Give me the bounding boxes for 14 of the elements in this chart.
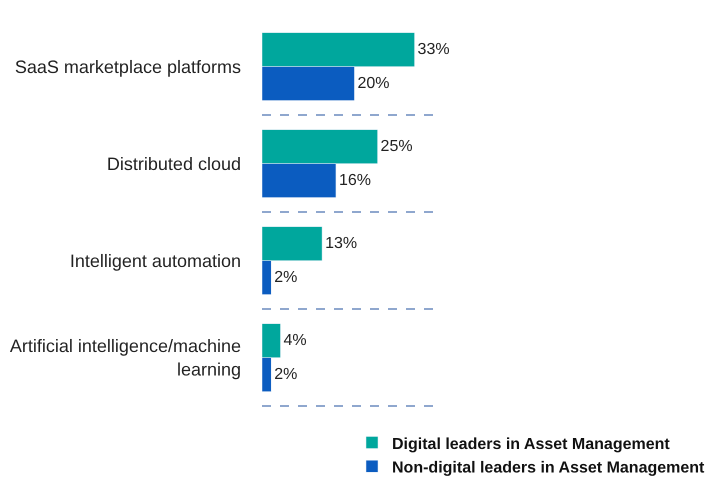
y-tick-label: Intelligent automation [70,250,241,271]
data-label: 2% [274,366,298,384]
y-tick-label: Artificial intelligence/machine learning [10,336,241,380]
data-label: 20% [357,75,390,92]
y-tick-label: Distributed cloud [106,154,241,174]
y-tick-label: SaaS marketplace platforms [14,56,241,77]
data-label: 4% [283,332,307,350]
legend-label: Digital leaders in Asset Management [392,436,670,453]
data-label: 13% [325,235,358,252]
data-label: 25% [380,138,413,156]
data-label: 16% [338,172,371,190]
legend-label: Non-digital leaders in Asset Management [392,460,706,477]
data-label: 2% [274,269,298,286]
data-label: 33% [418,41,450,58]
